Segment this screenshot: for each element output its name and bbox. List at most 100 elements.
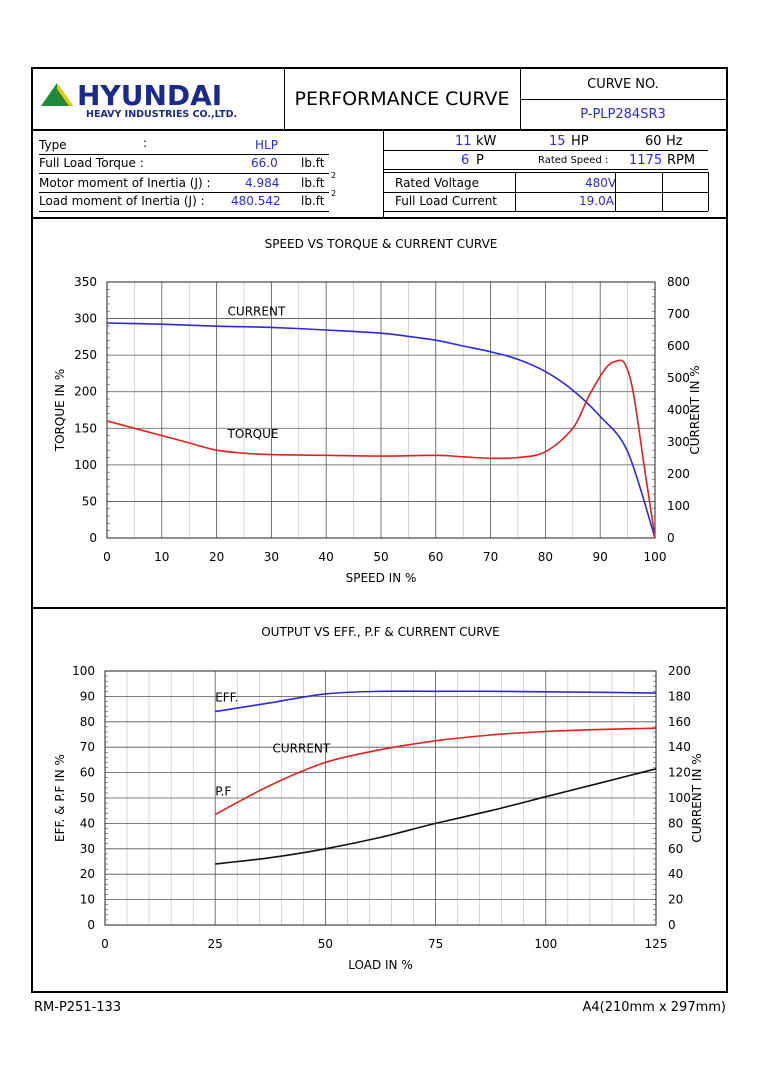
spec-row-line xyxy=(383,150,708,151)
curve-number-label: CURVE NO. xyxy=(520,69,726,100)
spec-cell-line xyxy=(662,172,663,211)
logo-graphic: HYUNDAI HEAVY INDUSTRIES CO.,LTD. xyxy=(41,79,237,120)
x-tick-label: 0 xyxy=(103,550,111,564)
y2-tick-label: 160 xyxy=(668,715,691,729)
y2-tick-label: 120 xyxy=(668,766,691,780)
full-load-torque-value: 66.0 xyxy=(251,156,278,170)
spec-cell-line xyxy=(615,172,616,211)
plot-frame xyxy=(104,670,657,926)
x-tick-label: 20 xyxy=(209,550,224,564)
full-load-torque-label: Full Load Torque : xyxy=(39,156,144,170)
y2-tick-label: 400 xyxy=(667,403,690,417)
spec-row-line xyxy=(39,192,329,193)
y2-tick-label: 0 xyxy=(668,918,676,932)
y-tick-label: 80 xyxy=(80,715,95,729)
y2-tick-label: 600 xyxy=(667,339,690,353)
spec-cell-line xyxy=(515,172,516,211)
series-label: CURRENT xyxy=(273,741,331,755)
spec-row-line xyxy=(383,192,708,193)
y-tick-label: 0 xyxy=(87,918,95,932)
full-load-current-value: 19.0A xyxy=(579,194,614,208)
speed-torque-chart: SPEED VS TORQUE & CURRENT CURVE 0 10 20 30 40… xyxy=(53,237,702,585)
full-load-torque-unit: lb.ft xyxy=(301,156,325,170)
load-inertia-unit: lb.ft xyxy=(301,194,325,208)
y-tick-label: 40 xyxy=(80,816,95,830)
y2-tick-label: 0 xyxy=(667,531,675,545)
rated-speed-unit: RPM xyxy=(667,153,696,168)
x-tick-label: 100 xyxy=(644,550,667,564)
y2-tick-label: 80 xyxy=(668,816,683,830)
y2-tick-label: 200 xyxy=(667,467,690,481)
series-line-pf xyxy=(214,727,657,816)
output-efficiency-chart: OUTPUT VS EFF., P.F & CURRENT CURVE 0 25 50… xyxy=(53,625,704,972)
logo-yellow-stripe-icon xyxy=(57,83,73,106)
type-label: Type xyxy=(39,138,67,152)
y2-axis-label: CURRENT IN % xyxy=(690,753,704,842)
y-tick-label: 250 xyxy=(74,348,97,362)
series-line-current xyxy=(215,768,657,865)
frequency-value: 60 xyxy=(645,134,662,149)
power-kw-unit: kW xyxy=(476,134,497,149)
output-efficiency-chart-section: OUTPUT VS EFF., P.F & CURRENT CURVE 0 25 50… xyxy=(33,609,726,991)
chart-title: SPEED VS TORQUE & CURRENT CURVE xyxy=(265,237,498,251)
x-tick-label: 75 xyxy=(428,937,443,951)
pole-unit: P xyxy=(476,153,484,168)
speed-torque-chart-section: SPEED VS TORQUE & CURRENT CURVE 0 10 20 30 40… xyxy=(33,217,726,609)
rated-speed-value: 1175 xyxy=(629,153,663,168)
motor-inertia-value: 4.984 xyxy=(245,176,280,190)
series-label: CURRENT xyxy=(228,305,286,319)
y-axis-label: TORQUE IN % xyxy=(53,369,67,452)
footer-document-code: RM-P251-133 xyxy=(34,1000,122,1015)
plot-frame xyxy=(106,281,656,539)
x-axis-label: SPEED IN % xyxy=(346,571,417,585)
series-line-torque xyxy=(106,359,656,539)
power-hp-value: 15 xyxy=(549,134,566,149)
y-tick-label: 0 xyxy=(89,531,97,545)
y-tick-label: 50 xyxy=(82,494,97,508)
x-tick-label: 50 xyxy=(318,937,333,951)
spec-row-line xyxy=(39,154,329,155)
x-tick-label: 50 xyxy=(373,550,388,564)
y2-tick-label: 60 xyxy=(668,842,683,856)
type-colon: : xyxy=(143,136,148,150)
y2-tick-label: 20 xyxy=(668,893,683,907)
page-title: PERFORMANCE CURVE xyxy=(284,69,521,129)
x-tick-label: 0 xyxy=(101,937,109,951)
power-hp-unit: HP xyxy=(571,134,589,149)
load-inertia-value: 480.542 xyxy=(231,194,281,208)
motor-inertia-exponent: 2 xyxy=(331,171,337,180)
spec-row-line xyxy=(383,172,708,173)
y-tick-label: 100 xyxy=(74,458,97,472)
y2-tick-label: 300 xyxy=(667,435,690,449)
y-tick-label: 90 xyxy=(80,689,95,703)
x-axis-label: LOAD IN % xyxy=(348,958,413,972)
y2-tick-label: 700 xyxy=(667,307,690,321)
spec-row-line xyxy=(383,169,708,170)
type-value: HLP xyxy=(255,138,278,152)
series-label: TORQUE xyxy=(227,427,279,441)
x-tick-label: 10 xyxy=(154,550,169,564)
x-tick-label: 90 xyxy=(593,550,608,564)
frequency-unit: Hz xyxy=(666,134,683,149)
x-tick-label: 60 xyxy=(428,550,443,564)
y-tick-label: 50 xyxy=(80,791,95,805)
load-inertia-label: Load moment of Inertia (J) : xyxy=(39,194,205,208)
rated-voltage-label: Rated Voltage xyxy=(395,176,479,190)
y-tick-label: 60 xyxy=(80,766,95,780)
y-tick-label: 150 xyxy=(74,421,97,435)
x-tick-label: 25 xyxy=(208,937,223,951)
y-tick-label: 100 xyxy=(72,664,95,678)
spec-row-line xyxy=(383,211,708,212)
spec-table: Type : HLP Full Load Torque : 66.0 lb.ft… xyxy=(33,129,726,219)
spec-row-line xyxy=(39,211,329,212)
y2-tick-label: 100 xyxy=(667,499,690,513)
y2-tick-label: 500 xyxy=(667,371,690,385)
load-inertia-exponent: 2 xyxy=(331,189,337,198)
y-tick-label: 200 xyxy=(74,385,97,399)
spec-row-line xyxy=(39,173,329,174)
y2-tick-label: 200 xyxy=(668,664,691,678)
y-tick-label: 350 xyxy=(74,275,97,289)
series-label: EFF. xyxy=(215,690,238,704)
header: HYUNDAI HEAVY INDUSTRIES CO.,LTD. PERFOR… xyxy=(33,69,726,131)
x-tick-label: 40 xyxy=(319,550,334,564)
